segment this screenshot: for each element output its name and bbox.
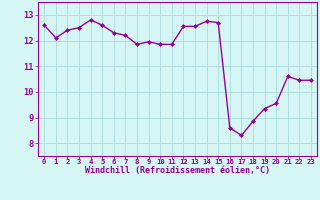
X-axis label: Windchill (Refroidissement éolien,°C): Windchill (Refroidissement éolien,°C) [85,166,270,175]
